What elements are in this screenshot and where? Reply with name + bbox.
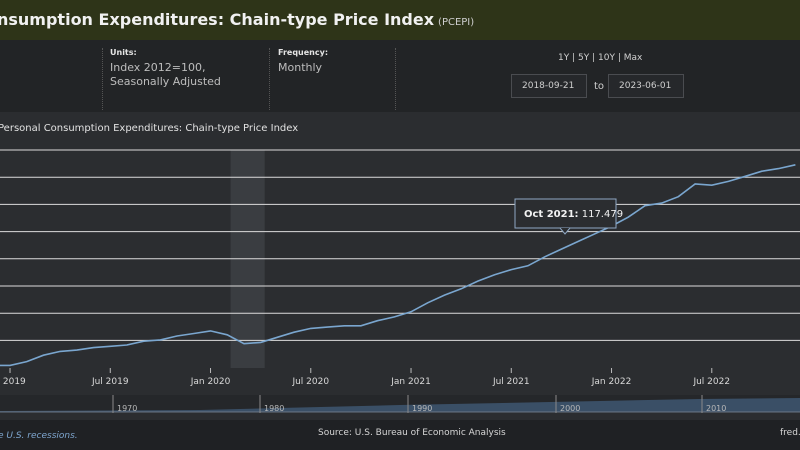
units-block: Units: Index 2012=100, Seasonally Adjust… [110, 48, 221, 89]
range-max-button[interactable]: Max [623, 53, 643, 63]
page-title: nsumption Expenditures: Chain-type Price… [0, 10, 474, 29]
footer-bar [0, 420, 800, 450]
navigator-tick-label: 2010 [706, 404, 726, 413]
divider [269, 48, 271, 110]
range-1y-button[interactable]: 1Y [558, 53, 570, 63]
x-tick-label: Jul 2019 [91, 377, 129, 387]
x-tick-label: n 2019 [0, 377, 26, 387]
units-value-line1: Index 2012=100, [110, 61, 206, 74]
x-tick-label: Jul 2022 [692, 377, 730, 387]
units-label: Units: [110, 48, 137, 57]
x-tick-label: Jan 2022 [591, 377, 632, 387]
navigator-minimap[interactable]: 1970 1980 1990 2000 2010 [0, 395, 800, 413]
series-title: nsumption Expenditures: Chain-type Price… [0, 10, 435, 29]
range-5y-button[interactable]: 5Y [578, 53, 590, 63]
chart-area [0, 112, 800, 450]
tooltip-pointer [559, 227, 571, 235]
x-tick-label: Jan 2021 [390, 377, 431, 387]
x-tick-label: Jan 2020 [190, 377, 231, 387]
frequency-value: Monthly [278, 61, 323, 74]
tooltip-text: Oct 2021: 117.479 [524, 209, 623, 220]
range-10y-button[interactable]: 10Y [598, 53, 615, 63]
start-date-input[interactable]: 2018-09-21 [511, 74, 587, 98]
x-tick-label: Jul 2021 [492, 377, 530, 387]
line-chart[interactable]: Personal Consumption Expenditures: Chain… [0, 112, 800, 422]
series-code: (PCEPI) [438, 17, 475, 28]
x-tick-label: Jul 2020 [291, 377, 329, 387]
navigator-tick-label: 1970 [117, 404, 137, 413]
site-link[interactable]: fred. [780, 428, 800, 438]
divider [395, 48, 397, 110]
to-label: to [594, 81, 605, 92]
navigator-tick-label: 1980 [264, 404, 284, 413]
divider [102, 48, 104, 110]
recession-note: e U.S. recessions. [0, 431, 78, 441]
series-line[interactable] [0, 164, 796, 367]
units-value-line2: Seasonally Adjusted [110, 75, 221, 88]
tooltip-value: 117.479 [582, 209, 623, 220]
navigator-tick-label: 1990 [412, 404, 432, 413]
frequency-block: Frequency: Monthly [278, 48, 328, 75]
title-bar: nsumption Expenditures: Chain-type Price… [0, 0, 800, 40]
end-date-input[interactable]: 2023-06-01 [608, 74, 684, 98]
navigator-tick-label: 2000 [560, 404, 580, 413]
tooltip-box [514, 198, 617, 229]
tooltip-date: Oct 2021: [524, 209, 579, 220]
source-text: Source: U.S. Bureau of Economic Analysis [318, 428, 506, 438]
range-options: 1Y | 5Y | 10Y | Max [558, 53, 643, 63]
frequency-label: Frequency: [278, 48, 329, 57]
navigator-area [0, 398, 800, 412]
chart-title: Personal Consumption Expenditures: Chain… [0, 123, 298, 134]
